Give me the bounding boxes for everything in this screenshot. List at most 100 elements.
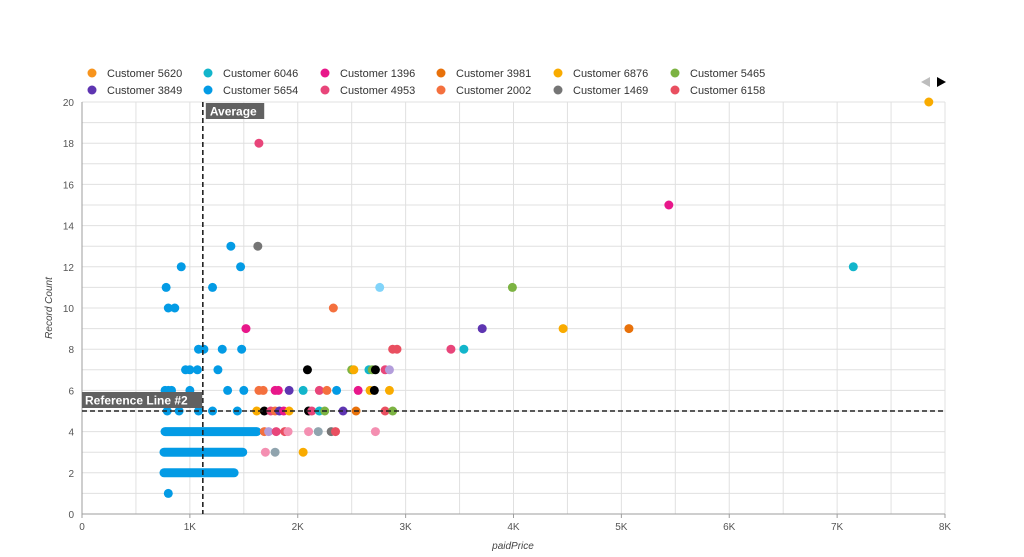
legend-item[interactable]: Customer 1469 xyxy=(553,85,649,97)
y-tick-label: 8 xyxy=(68,345,74,356)
data-point xyxy=(226,241,236,251)
reference-lines: Average Reference Line #2 xyxy=(82,102,945,514)
x-tick-label: 4K xyxy=(507,522,520,533)
legend-marker xyxy=(87,68,97,78)
data-point xyxy=(384,385,394,395)
legend-label: Customer 5465 xyxy=(690,68,765,80)
axes: 0 1K 2K 3K 4K 5K 6K 7K 8K 0 2 4 6 8 10 12 14 16 18 20 xyxy=(63,98,952,533)
data-point xyxy=(664,200,674,210)
y-tick-label: 2 xyxy=(68,469,74,480)
legend-label: Customer 3849 xyxy=(107,85,182,97)
reference-label-bg xyxy=(82,392,203,408)
legend-marker xyxy=(87,85,97,95)
data-point xyxy=(264,427,274,437)
legend-pager[interactable] xyxy=(921,77,946,87)
data-point xyxy=(208,282,218,292)
data-point xyxy=(283,427,293,437)
legend-marker xyxy=(203,85,213,95)
data-point xyxy=(239,385,249,395)
reference-label-text: Average xyxy=(210,105,257,119)
legend-next-icon[interactable] xyxy=(937,77,946,87)
data-point xyxy=(624,324,634,334)
data-point xyxy=(236,262,246,272)
legend-item[interactable]: Customer 1396 xyxy=(320,68,416,80)
legend: Customer 5620 Customer 6046 Customer 1396 C… xyxy=(87,68,766,97)
y-tick-label: 4 xyxy=(68,428,74,439)
legend-marker xyxy=(436,85,446,95)
data-point xyxy=(328,303,338,313)
legend-item[interactable]: Customer 2002 xyxy=(436,85,532,97)
data-point xyxy=(459,344,469,354)
data-point xyxy=(284,406,294,416)
data-point xyxy=(302,365,312,375)
reference-label-line-2: Reference Line #2 xyxy=(82,392,203,408)
reference-label-average: Average xyxy=(205,103,265,119)
legend-item[interactable]: Customer 5654 xyxy=(203,85,299,97)
legend-item[interactable]: Customer 6158 xyxy=(670,85,766,97)
dense-point-bands xyxy=(159,427,262,478)
legend-item[interactable]: Customer 3849 xyxy=(87,85,183,97)
reference-label-bg xyxy=(205,103,265,119)
y-tick-label: 0 xyxy=(68,510,74,521)
data-point xyxy=(349,365,359,375)
legend-label: Customer 6158 xyxy=(690,85,765,97)
data-point xyxy=(192,365,202,375)
data-point xyxy=(924,97,934,107)
legend-marker xyxy=(436,68,446,78)
data-point xyxy=(270,447,280,457)
legend-marker xyxy=(203,68,213,78)
legend-item[interactable]: Customer 5465 xyxy=(670,68,766,80)
data-point xyxy=(161,282,171,292)
data-point xyxy=(314,385,324,395)
data-point xyxy=(375,282,385,292)
legend-item[interactable]: Customer 6046 xyxy=(203,68,299,80)
y-tick-label: 6 xyxy=(68,386,74,397)
legend-label: Customer 5620 xyxy=(107,68,182,80)
data-point xyxy=(558,324,568,334)
y-tick-label: 16 xyxy=(63,180,75,191)
data-point xyxy=(353,385,363,395)
legend-item[interactable]: Customer 4953 xyxy=(320,85,416,97)
y-tick-label: 14 xyxy=(63,222,75,233)
x-tick-label: 1K xyxy=(184,522,197,533)
data-point xyxy=(223,385,233,395)
legend-item[interactable]: Customer 6876 xyxy=(553,68,649,80)
data-point xyxy=(176,262,186,272)
data-point xyxy=(507,282,517,292)
data-point xyxy=(237,344,247,354)
legend-label: Customer 3981 xyxy=(456,68,531,80)
data-point xyxy=(163,303,173,313)
data-point xyxy=(370,427,380,437)
x-tick-label: 2K xyxy=(292,522,305,533)
legend-marker xyxy=(670,85,680,95)
data-point xyxy=(322,385,332,395)
data-point xyxy=(170,303,180,313)
data-point xyxy=(162,406,172,416)
data-point xyxy=(313,427,323,437)
legend-label: Customer 5654 xyxy=(223,85,298,97)
data-point xyxy=(477,324,487,334)
data-point xyxy=(338,406,348,416)
data-point xyxy=(380,406,390,416)
legend-prev-icon[interactable] xyxy=(921,77,930,87)
x-tick-label: 3K xyxy=(400,522,413,533)
data-point xyxy=(258,385,268,395)
x-tick-label: 6K xyxy=(723,522,736,533)
data-point xyxy=(259,406,269,416)
data-points xyxy=(160,97,934,498)
legend-marker xyxy=(320,85,330,95)
legend-marker xyxy=(320,68,330,78)
data-point xyxy=(284,385,294,395)
y-axis-title: Record Count xyxy=(44,276,55,339)
legend-item[interactable]: Customer 3981 xyxy=(436,68,532,80)
data-point xyxy=(331,427,341,437)
data-point xyxy=(253,241,263,251)
data-point xyxy=(163,488,173,498)
legend-item[interactable]: Customer 5620 xyxy=(87,68,183,80)
x-tick-label: 0 xyxy=(79,522,85,533)
data-point xyxy=(241,324,251,334)
legend-label: Customer 1396 xyxy=(340,68,415,80)
data-point xyxy=(370,365,380,375)
legend-marker xyxy=(553,85,563,95)
